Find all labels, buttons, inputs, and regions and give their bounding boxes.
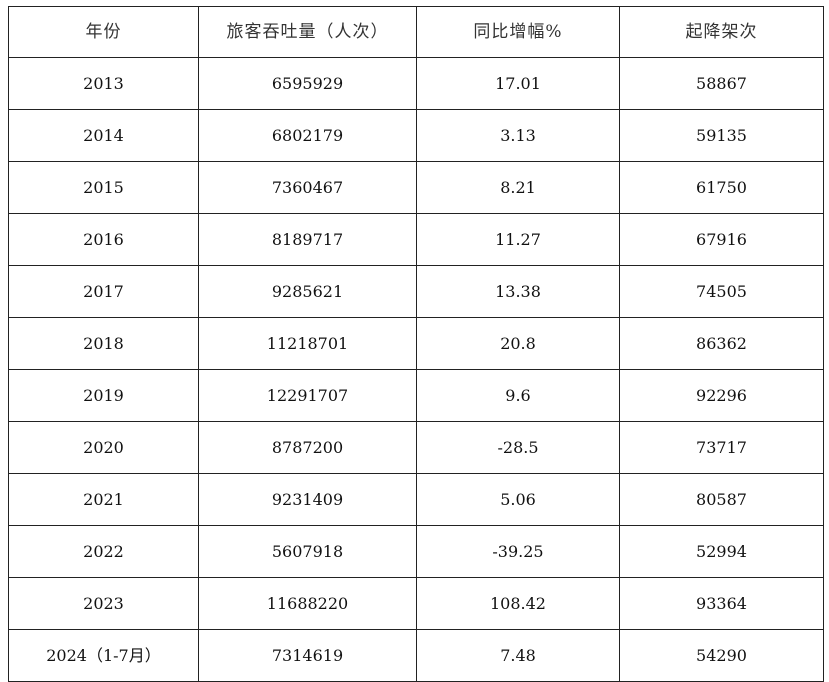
table-row: 2023 11688220 108.42 93364: [8, 577, 824, 630]
cell-passenger-throughput: 12291707: [198, 369, 417, 422]
cell-passenger-throughput: 5607918: [198, 525, 417, 578]
cell-yoy-growth: 11.27: [416, 213, 620, 266]
cell-aircraft-movements: 86362: [619, 317, 824, 370]
cell-passenger-throughput: 11688220: [198, 577, 417, 630]
cell-aircraft-movements: 54290: [619, 629, 824, 682]
table-row: 2019 12291707 9.6 92296: [8, 369, 824, 422]
column-header-aircraft-movements: 起降架次: [619, 6, 824, 58]
cell-yoy-growth: 17.01: [416, 57, 620, 110]
cell-passenger-throughput: 7314619: [198, 629, 417, 682]
cell-yoy-growth: 9.6: [416, 369, 620, 422]
column-header-year: 年份: [8, 6, 199, 58]
airport-statistics-table: 年份 旅客吞吐量（人次） 同比增幅% 起降架次 2013 6595929 17.…: [8, 6, 824, 682]
cell-aircraft-movements: 67916: [619, 213, 824, 266]
table-row: 2020 8787200 -28.5 73717: [8, 421, 824, 474]
cell-yoy-growth: 20.8: [416, 317, 620, 370]
cell-passenger-throughput: 9231409: [198, 473, 417, 526]
cell-aircraft-movements: 92296: [619, 369, 824, 422]
cell-passenger-throughput: 8787200: [198, 421, 417, 474]
cell-aircraft-movements: 61750: [619, 161, 824, 214]
cell-yoy-growth: 8.21: [416, 161, 620, 214]
cell-yoy-growth: 5.06: [416, 473, 620, 526]
cell-year: 2023: [8, 577, 199, 630]
cell-passenger-throughput: 9285621: [198, 265, 417, 318]
cell-year: 2024（1-7月）: [8, 629, 199, 682]
cell-year: 2014: [8, 109, 199, 162]
cell-year: 2015: [8, 161, 199, 214]
data-table-container: 年份 旅客吞吐量（人次） 同比增幅% 起降架次 2013 6595929 17.…: [8, 6, 824, 682]
cell-passenger-throughput: 8189717: [198, 213, 417, 266]
cell-aircraft-movements: 59135: [619, 109, 824, 162]
cell-year: 2022: [8, 525, 199, 578]
table-row: 2013 6595929 17.01 58867: [8, 57, 824, 110]
cell-passenger-throughput: 6595929: [198, 57, 417, 110]
cell-aircraft-movements: 80587: [619, 473, 824, 526]
cell-passenger-throughput: 6802179: [198, 109, 417, 162]
cell-year: 2021: [8, 473, 199, 526]
column-header-passenger-throughput: 旅客吞吐量（人次）: [198, 6, 417, 58]
cell-year: 2020: [8, 421, 199, 474]
table-row: 2018 11218701 20.8 86362: [8, 317, 824, 370]
cell-yoy-growth: 3.13: [416, 109, 620, 162]
table-row: 2015 7360467 8.21 61750: [8, 161, 824, 214]
cell-year: 2019: [8, 369, 199, 422]
table-row: 2017 9285621 13.38 74505: [8, 265, 824, 318]
table-row: 2022 5607918 -39.25 52994: [8, 525, 824, 578]
cell-aircraft-movements: 58867: [619, 57, 824, 110]
cell-aircraft-movements: 74505: [619, 265, 824, 318]
table-row: 2014 6802179 3.13 59135: [8, 109, 824, 162]
table-row: 2024（1-7月） 7314619 7.48 54290: [8, 629, 824, 682]
cell-yoy-growth: 13.38: [416, 265, 620, 318]
cell-passenger-throughput: 11218701: [198, 317, 417, 370]
cell-yoy-growth: -28.5: [416, 421, 620, 474]
cell-yoy-growth: 7.48: [416, 629, 620, 682]
table-row: 2021 9231409 5.06 80587: [8, 473, 824, 526]
cell-yoy-growth: -39.25: [416, 525, 620, 578]
cell-year: 2018: [8, 317, 199, 370]
cell-year: 2017: [8, 265, 199, 318]
table-row: 2016 8189717 11.27 67916: [8, 213, 824, 266]
cell-yoy-growth: 108.42: [416, 577, 620, 630]
cell-year: 2016: [8, 213, 199, 266]
column-header-yoy-growth: 同比增幅%: [416, 6, 620, 58]
cell-aircraft-movements: 73717: [619, 421, 824, 474]
cell-aircraft-movements: 93364: [619, 577, 824, 630]
cell-year: 2013: [8, 57, 199, 110]
cell-aircraft-movements: 52994: [619, 525, 824, 578]
table-header-row: 年份 旅客吞吐量（人次） 同比增幅% 起降架次: [8, 6, 824, 58]
cell-passenger-throughput: 7360467: [198, 161, 417, 214]
